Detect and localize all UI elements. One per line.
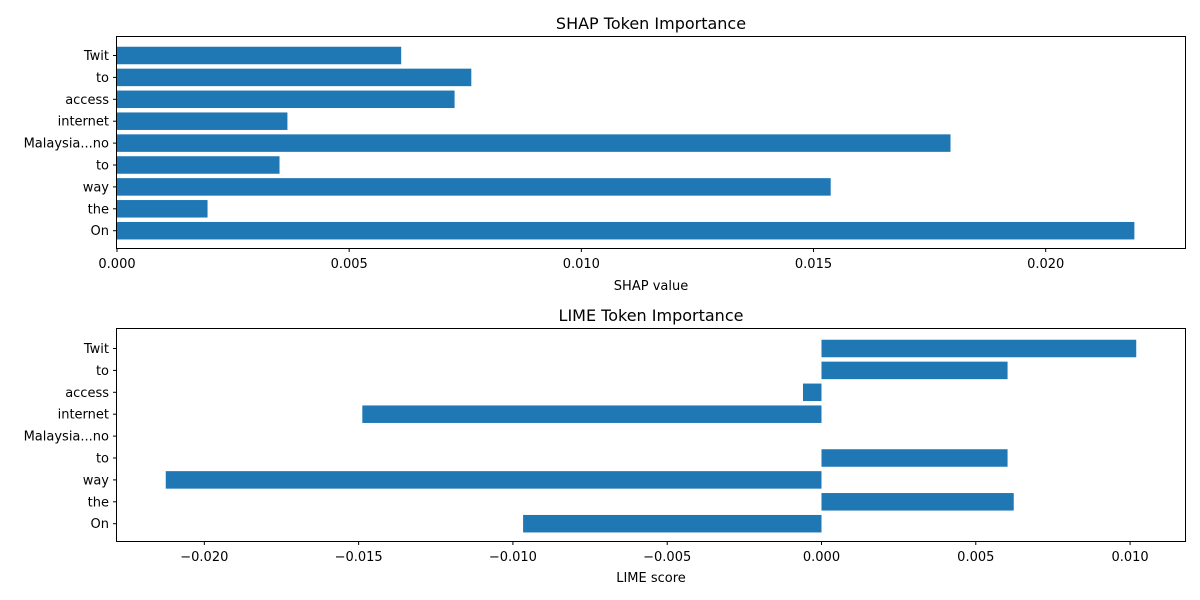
lime-y-tick-label: On (91, 517, 109, 532)
lime-y-tick-label: Twit (83, 342, 109, 357)
lime-bar (821, 449, 1008, 467)
shap-bar (117, 112, 288, 130)
lime-plot-frame (116, 328, 1186, 542)
lime-y-tick-label: to (96, 452, 109, 467)
shap-x-tick-label: 0.005 (331, 257, 368, 272)
shap-bar (117, 90, 455, 109)
shap-y-tick-label: internet (58, 115, 109, 130)
shap-x-ticks: 0.000 0.005 0.010 0.015 0.020 (98, 248, 1064, 272)
lime-y-tick-label: Malaysia...no (24, 430, 109, 445)
lime-bar (821, 493, 1014, 511)
shap-y-tick-label: Malaysia...no (24, 137, 109, 152)
shap-x-tick-label: 0.010 (563, 257, 600, 272)
shap-bar (117, 156, 280, 174)
lime-x-tick-label: −0.010 (489, 550, 537, 565)
lime-chart: LIME Token Importance Twit to access intern… (24, 306, 1186, 586)
shap-x-tick-label: 0.015 (795, 257, 832, 272)
shap-y-tick-label: the (88, 202, 109, 217)
lime-y-tick-label: internet (58, 408, 109, 423)
lime-bar (523, 514, 822, 533)
lime-bar (821, 339, 1137, 358)
lime-title: LIME Token Importance (559, 306, 744, 325)
lime-y-tick-label: the (88, 495, 109, 510)
shap-bars (117, 46, 1135, 240)
shap-bar (117, 68, 472, 87)
lime-y-tick-label: way (83, 473, 110, 488)
shap-x-axis-label: SHAP value (614, 279, 688, 294)
lime-y-tick-label: to (96, 364, 109, 379)
shap-y-tick-label: to (96, 71, 109, 86)
shap-y-tick-label: to (96, 159, 109, 174)
shap-x-tick-label: 0.000 (98, 257, 135, 272)
lime-bar (821, 361, 1008, 380)
lime-bar (362, 405, 822, 423)
lime-x-tick-label: 0.010 (1111, 550, 1148, 565)
lime-x-tick-label: 0.005 (957, 550, 994, 565)
lime-bars (165, 339, 1137, 533)
shap-y-tick-label: Twit (83, 49, 109, 64)
shap-y-tick-label: access (65, 93, 109, 108)
lime-x-tick-label: −0.020 (180, 550, 228, 565)
shap-bar (117, 178, 831, 196)
shap-y-ticks: Twit to access internet Malaysia...no to way th… (24, 49, 117, 239)
shap-y-tick-label: On (91, 224, 109, 239)
shap-bar (117, 221, 1135, 240)
shap-x-tick-label: 0.020 (1027, 257, 1064, 272)
lime-x-tick-label: −0.015 (335, 550, 383, 565)
shap-plot-frame (116, 36, 1186, 249)
shap-chart: SHAP Token Importance Twit to access intern… (24, 14, 1186, 294)
lime-bar (165, 471, 822, 489)
shap-bar (117, 134, 951, 152)
shap-bar (117, 200, 208, 218)
lime-x-ticks: −0.020 −0.015 −0.010 −0.005 0.000 0.005 0.010 (180, 541, 1149, 565)
shap-y-tick-label: way (83, 180, 110, 195)
lime-bar (802, 383, 822, 402)
lime-y-ticks: Twit to access internet Malaysia...no to way th… (24, 342, 117, 532)
lime-x-tick-label: −0.005 (643, 550, 691, 565)
shap-title: SHAP Token Importance (556, 14, 746, 33)
lime-x-tick-label: 0.000 (803, 550, 840, 565)
shap-bar (117, 46, 402, 65)
lime-y-tick-label: access (65, 386, 109, 401)
lime-x-axis-label: LIME score (616, 571, 686, 586)
